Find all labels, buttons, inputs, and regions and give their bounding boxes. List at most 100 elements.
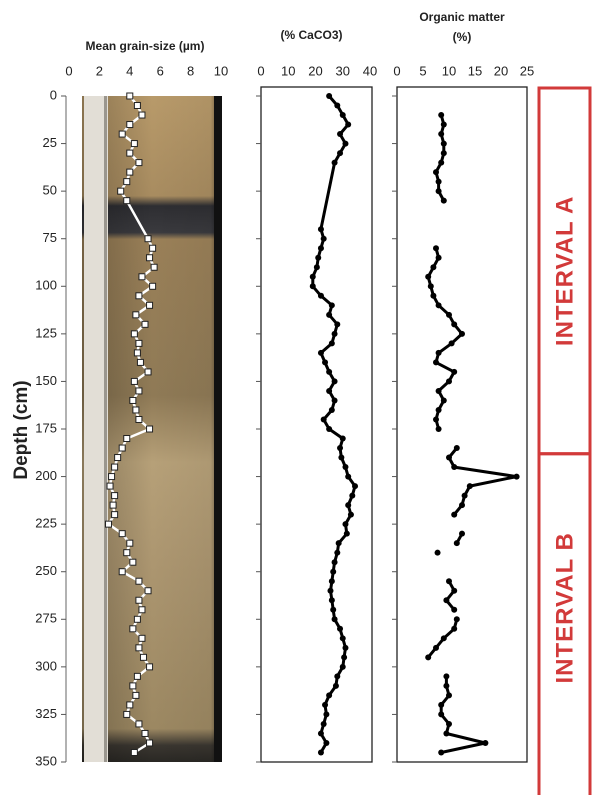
data-point [430, 264, 436, 270]
data-point [130, 683, 136, 689]
x-tick-label: 40 [363, 63, 377, 78]
y-tick-label: 325 [35, 706, 57, 721]
x-tick-label: 0 [257, 63, 264, 78]
data-point [436, 188, 442, 194]
data-point [322, 702, 328, 708]
data-point [332, 378, 338, 384]
x-tick-label: 2 [96, 63, 103, 78]
data-point [443, 597, 449, 603]
data-point [436, 407, 442, 413]
data-point [438, 112, 444, 118]
data-point [340, 664, 346, 670]
data-point [321, 236, 327, 242]
data-point [147, 740, 153, 746]
data-point [124, 436, 130, 442]
data-point [443, 730, 449, 736]
x-tick-label: 4 [126, 63, 133, 78]
data-point [131, 749, 137, 755]
x-tick-label: 10 [442, 63, 456, 78]
data-point [147, 255, 153, 261]
data-point [321, 721, 327, 727]
data-point [124, 550, 130, 556]
data-point [433, 645, 439, 651]
x-tick-label: 6 [157, 63, 164, 78]
x-tick-label: 10 [281, 63, 295, 78]
x-tick-label: 0 [393, 63, 400, 78]
data-point [433, 416, 439, 422]
data-point [119, 531, 125, 537]
data-point [436, 179, 442, 185]
data-point [340, 436, 346, 442]
data-point [334, 321, 340, 327]
data-point [441, 198, 447, 204]
data-point [336, 540, 342, 546]
data-point [110, 502, 116, 508]
data-point [124, 179, 130, 185]
data-point [112, 493, 118, 499]
data-point [454, 445, 460, 451]
data-point [433, 169, 439, 175]
data-point [349, 493, 355, 499]
data-point [459, 531, 465, 537]
data-point [436, 426, 442, 432]
data-point [115, 455, 121, 461]
data-point [342, 464, 348, 470]
data-point [112, 512, 118, 518]
data-point [467, 483, 473, 489]
x-tick-label: 0 [65, 63, 72, 78]
data-point [345, 502, 351, 508]
x-axis-title: (%) [453, 30, 472, 44]
y-tick-label: 0 [50, 87, 57, 102]
data-line [428, 115, 516, 753]
data-point [446, 578, 452, 584]
x-axis-title: (% CaCO3) [280, 28, 342, 42]
data-point [446, 692, 452, 698]
data-line [313, 96, 355, 753]
data-point [127, 122, 133, 128]
data-point [482, 740, 488, 746]
x-tick-label: 20 [494, 63, 508, 78]
data-point [134, 616, 140, 622]
y-axis-title: Depth (cm) [11, 380, 32, 479]
data-point [332, 397, 338, 403]
plot-frame [261, 87, 372, 762]
data-point [428, 283, 434, 289]
data-point [127, 169, 133, 175]
data-point [330, 569, 336, 575]
data-point [127, 150, 133, 156]
data-point [342, 645, 348, 651]
data-point [136, 597, 142, 603]
data-point [326, 426, 332, 432]
data-point [322, 359, 328, 365]
data-point [139, 112, 145, 118]
data-point [318, 226, 324, 232]
data-point [318, 350, 324, 356]
data-point [430, 293, 436, 299]
data-point [436, 388, 442, 394]
data-point [451, 464, 457, 470]
y-tick-label: 350 [35, 753, 57, 768]
data-point [441, 635, 447, 641]
data-point [341, 654, 347, 660]
figure: 0246810Mean grain-size (µm)0255075100125… [0, 0, 595, 795]
interval-label: INTERVAL B [551, 532, 578, 683]
data-point [438, 702, 444, 708]
data-point [332, 331, 338, 337]
data-point [337, 445, 343, 451]
data-point [150, 245, 156, 251]
data-point [436, 302, 442, 308]
y-tick-label: 300 [35, 658, 57, 673]
data-point [451, 369, 457, 375]
data-point [326, 388, 332, 394]
data-point [436, 350, 442, 356]
data-point [119, 445, 125, 451]
data-point [345, 474, 351, 480]
data-point [134, 103, 140, 109]
data-point [136, 293, 142, 299]
data-point [337, 626, 343, 632]
data-point [425, 654, 431, 660]
data-point [330, 607, 336, 613]
data-point [127, 702, 133, 708]
data-point [326, 369, 332, 375]
data-point [321, 416, 327, 422]
